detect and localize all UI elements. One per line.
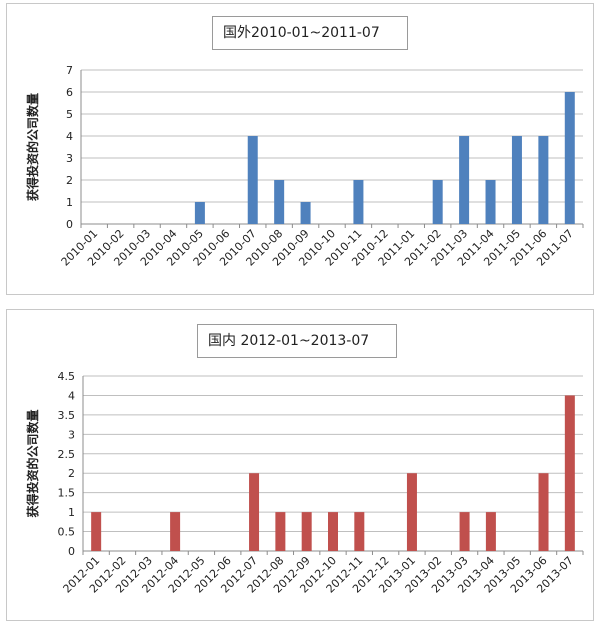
y-tick-label: 2: [68, 467, 75, 480]
y-tick-label: 2: [66, 174, 73, 187]
bar: [91, 512, 102, 551]
bar: [274, 180, 285, 224]
y-tick-label: 0: [68, 545, 75, 558]
y-tick-label: 3: [66, 152, 73, 165]
bar: [564, 395, 575, 551]
bar: [249, 473, 260, 551]
y-tick-label: 3.5: [58, 409, 76, 422]
bar: [406, 473, 417, 551]
bar: [459, 512, 470, 551]
chart-title: 国外2010-01~2011-07: [212, 16, 408, 50]
chart-panel-domestic: 国内 2012-01~2013-07 0 0.5 1 1.5 2 2.5 3 3.5 4 4.5 获…: [6, 309, 594, 621]
bar: [538, 473, 549, 551]
bar-chart-overseas: 01234567获得投资的公司数量2010-012010-022010-0320…: [25, 64, 584, 269]
y-tick-label: 4: [68, 389, 75, 402]
bar: [538, 136, 549, 224]
chart-title: 国内 2012-01~2013-07: [197, 324, 397, 358]
bar: [247, 136, 258, 224]
y-tick-label: 4.5: [58, 370, 76, 383]
y-tick-label: 0: [66, 218, 73, 231]
y-tick-label: 0.5: [58, 526, 76, 539]
y-tick-label: 1.5: [58, 487, 76, 500]
y-tick-label: 1: [68, 506, 75, 519]
bar: [301, 512, 312, 551]
bar: [564, 92, 575, 224]
bar: [354, 512, 365, 551]
y-axis-label: 获得投资的公司数量: [25, 93, 40, 202]
bar: [485, 180, 496, 224]
bar: [511, 136, 522, 224]
bar: [170, 512, 181, 551]
bar: [300, 202, 311, 224]
y-tick-label: 4: [66, 130, 73, 143]
bar: [194, 202, 205, 224]
bar-chart-domestic: 00.511.522.533.544.5获得投资的公司数量2012-012012…: [25, 370, 584, 596]
bar: [353, 180, 364, 224]
y-tick-label: 2.5: [58, 448, 76, 461]
bar: [328, 512, 338, 551]
y-tick-label: 6: [66, 86, 73, 99]
bar: [485, 512, 496, 551]
y-tick-label: 7: [66, 64, 73, 77]
bar: [459, 136, 470, 224]
y-tick-label: 5: [66, 108, 73, 121]
chart-panel-overseas: 国外2010-01~2011-07 0 1 2 3 4 5 6 7 获得投资的公司数量 2010-…: [6, 3, 594, 295]
bar: [432, 180, 443, 224]
y-tick-label: 3: [68, 428, 75, 441]
y-axis-label: 获得投资的公司数量: [25, 409, 40, 518]
bar: [275, 512, 286, 551]
y-tick-label: 1: [66, 196, 73, 209]
